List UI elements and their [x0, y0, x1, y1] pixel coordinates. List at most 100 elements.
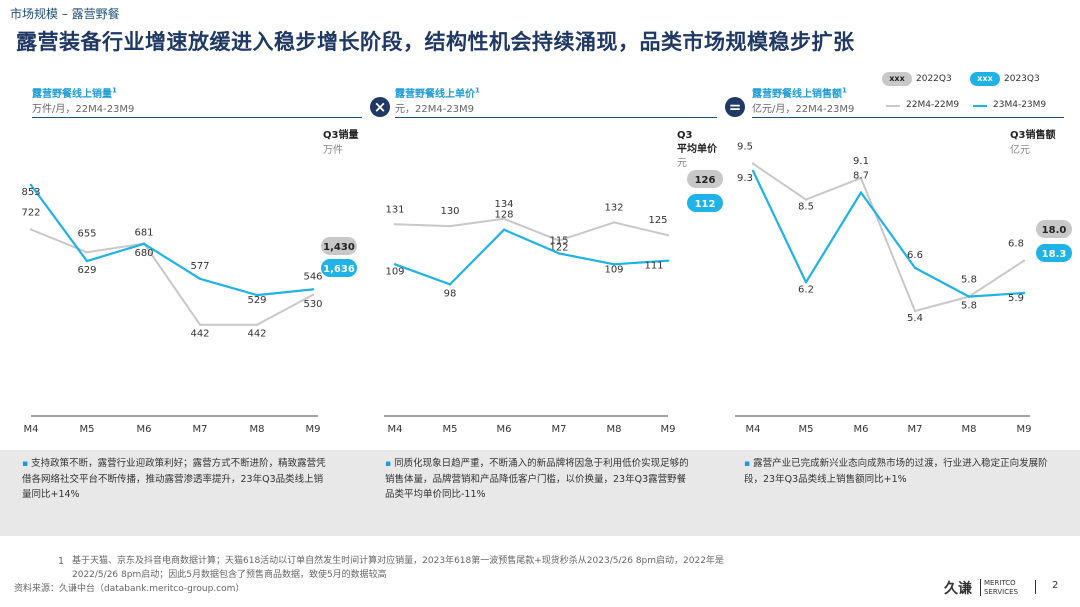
logo-en-1: MERITCO — [984, 579, 1016, 587]
chart1-tick-m5: M5 — [80, 424, 95, 435]
chart1-label-2022-m6: 681 — [134, 228, 153, 239]
legend-pill-2023: xxx — [970, 72, 1000, 86]
chart1-point-2022-m8 — [255, 323, 259, 326]
chart3-label-2023-m8: 5.8 — [961, 301, 977, 312]
legend-label-2022q3: 2022Q3 — [916, 74, 952, 84]
chart3-point-2023-m5 — [804, 281, 808, 284]
footnote-line2: 2022/5/26 8pm启动；因此5月数据包含了预售商品数据，致使5月的数据较… — [72, 570, 387, 580]
chart3-point-2023-m8 — [967, 295, 971, 298]
chart2-point-2022-m6 — [502, 217, 506, 220]
chart3-tick-m9: M9 — [1017, 424, 1032, 435]
chart2-label-2022-m7: 122 — [549, 243, 568, 254]
chart1-subtitle: 万件/月，22M4-23M9 — [32, 104, 135, 115]
chart3-q3-2022-value: 18.0 — [1042, 225, 1067, 236]
note-1: ▪ 支持政策不断，露营行业迎政策利好；露营方式不断进阶，精致露营凭借各网络社交平… — [22, 458, 326, 500]
chart1-tick-m7: M7 — [193, 424, 208, 435]
chart1-label-2023-m9: 546 — [303, 271, 322, 282]
chart3-tick-m4: M4 — [746, 424, 761, 435]
chart2-label-2022-m5: 130 — [440, 206, 459, 217]
page-title: 露营装备行业增速放缓进入稳步增长阶段，结构性机会持续涌现，品类市场规模稳步扩张 — [16, 30, 855, 54]
chart2-label-2023-m7: 115 — [549, 235, 568, 246]
equals-icon: = — [725, 97, 745, 117]
chart2-title: 露营野餐线上单价1 — [395, 86, 480, 100]
legend-line-2023 — [973, 105, 987, 107]
chart2-label-2022-m6: 134 — [494, 199, 513, 210]
chart3-tick-m5: M5 — [799, 424, 814, 435]
chart3-point-2022-m4 — [751, 162, 755, 165]
chart3-label-2023-m4: 9.3 — [737, 173, 753, 184]
chart3-tick-m6: M6 — [854, 424, 869, 435]
chart2-point-2023-m8 — [612, 263, 616, 266]
chart3-label-2023-m9: 5.9 — [1008, 293, 1024, 304]
chart1-label-2022-m5: 655 — [77, 228, 96, 239]
chart2-label-2022-m9: 125 — [648, 215, 667, 226]
footnote-line1: 基于天猫、京东及抖音电商数据计算；天猫618活动以订单自然发生时间计算对应销量，… — [72, 556, 724, 566]
footnote-number: 1 — [58, 556, 65, 567]
chart3-label-2022-m4: 9.5 — [737, 142, 753, 153]
chart1-label-2023-m5: 629 — [77, 265, 96, 276]
chart2-label-2023-m8: 109 — [604, 264, 623, 275]
chart1-point-2022-m4 — [29, 228, 33, 231]
chart2-label-2022-m4: 131 — [385, 204, 404, 215]
chart1-label-2023-m6: 680 — [134, 248, 153, 259]
chart2-label-2023-m6: 128 — [494, 210, 513, 221]
chart3-label-2023-m6: 8.7 — [853, 171, 869, 182]
chart2-label-2022-m8: 132 — [604, 202, 623, 213]
chart1-series-2023-line — [30, 184, 314, 297]
section-label: 市场规模 – 露营野餐 — [10, 7, 120, 21]
legend-label-23m: 23M4-23M9 — [993, 100, 1047, 110]
chart2-label-2023-m5: 98 — [444, 288, 457, 299]
source-text: 资料来源：久谦中台（databank.meritco-group.com） — [14, 584, 245, 594]
chart2-divider — [395, 117, 717, 118]
chart2-point-2023-m5 — [448, 283, 452, 286]
chart1-point-2022-m7 — [198, 323, 202, 326]
note-2: ▪ 同质化现象日趋严重，不断涌入的新品牌将因急于利用低价实现足够的销售体量，品牌… — [385, 458, 689, 500]
chart2-point-2023-m9 — [666, 259, 670, 262]
notes-panel: ▪ 支持政策不断，露营行业迎政策利好；露营方式不断进阶，精致露营凭借各网络社交平… — [0, 450, 1080, 536]
chart1-point-2023-m6 — [142, 242, 146, 245]
chart3-point-2022-m9 — [1022, 259, 1026, 262]
chart3-point-2022-m6 — [859, 176, 863, 180]
chart2-q3-label: Q3 — [677, 130, 693, 141]
chart1-point-2023-m7 — [198, 277, 202, 280]
chart1-tick-m9: M9 — [306, 424, 321, 435]
chart3-label-2022-m7: 5.4 — [907, 313, 923, 324]
chart2-label-2023-m4: 109 — [385, 266, 404, 277]
logo-divider — [980, 579, 981, 596]
chart2-series-2023-line — [394, 228, 669, 286]
chart1-label-2022-m9: 530 — [303, 299, 322, 310]
chart1-point-2022-m9 — [311, 293, 315, 296]
chart1-point-2023-m8 — [255, 293, 259, 297]
chart3-tick-m7: M7 — [908, 424, 923, 435]
chart2-tick-m4: M4 — [388, 424, 403, 435]
chart1-label-2022-m7: 442 — [190, 329, 209, 340]
chart1-q3-2023-pill — [321, 259, 357, 277]
chart3-point-2022-m5 — [804, 198, 808, 201]
chart1-label-2023-m8: 529 — [247, 295, 266, 306]
chart3-tick-m8: M8 — [962, 424, 977, 435]
chart3-point-2023-m7 — [913, 266, 917, 270]
chart3-series-2023-line — [752, 170, 1025, 298]
chart1-point-2022-m5 — [85, 251, 89, 254]
chart1-point-2023-m4 — [29, 183, 33, 187]
chart1-label-2023-m7: 577 — [190, 261, 209, 272]
bullet-icon: ▪ — [744, 459, 751, 469]
chart2-q3-2022-pill — [687, 170, 723, 188]
chart2-subtitle: 元，22M4-23M9 — [395, 104, 475, 115]
chart2-q3-label2: 平均单价 — [677, 142, 718, 155]
chart1-title: 露营野餐线上销量1 — [32, 86, 117, 100]
chart2-point-2022-m5 — [448, 224, 452, 228]
chart2-tick-m7: M7 — [552, 424, 567, 435]
logo: 久谦 — [944, 581, 972, 597]
chart3-label-2022-m6: 9.1 — [853, 156, 869, 167]
chart3-q3-unit: 亿元 — [1010, 143, 1030, 156]
chart2-point-2023-m7 — [557, 252, 561, 255]
chart1-label-2023-m4: 853 — [21, 187, 40, 198]
chart3-q3-2022-pill — [1036, 220, 1072, 238]
page-divider — [1035, 580, 1036, 594]
chart2-point-2022-m4 — [393, 223, 397, 226]
chart3-label-2022-m9: 6.8 — [1008, 239, 1024, 250]
chart3-label-2023-m5: 6.2 — [798, 284, 814, 295]
legend-pill-2022: xxx — [882, 72, 912, 86]
chart1-point-2023-m9 — [311, 288, 315, 291]
